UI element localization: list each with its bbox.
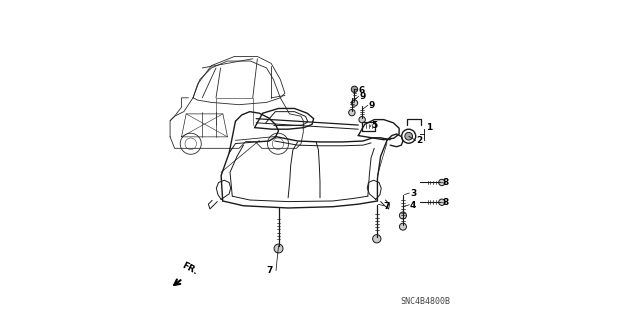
Circle shape	[438, 199, 445, 205]
Text: 7: 7	[266, 266, 273, 275]
Text: 8: 8	[442, 198, 449, 207]
Circle shape	[399, 223, 406, 230]
Circle shape	[351, 86, 358, 93]
Text: 4: 4	[410, 201, 417, 210]
Circle shape	[438, 179, 445, 186]
Text: SNC4B4800B: SNC4B4800B	[400, 297, 451, 306]
Text: 3: 3	[410, 189, 416, 198]
Text: 9: 9	[359, 93, 365, 101]
Circle shape	[349, 109, 355, 116]
Circle shape	[359, 116, 365, 123]
Text: 9: 9	[369, 101, 375, 110]
Text: FR.: FR.	[180, 261, 200, 277]
Circle shape	[405, 132, 413, 140]
Text: 5: 5	[372, 121, 378, 130]
Circle shape	[351, 100, 358, 106]
Circle shape	[274, 244, 283, 253]
Text: 6: 6	[358, 86, 365, 95]
Text: 8: 8	[442, 178, 449, 187]
Text: 7: 7	[384, 202, 390, 211]
Text: 2: 2	[417, 137, 423, 145]
Circle shape	[372, 235, 381, 243]
Text: 1: 1	[426, 123, 433, 132]
Circle shape	[399, 212, 406, 219]
